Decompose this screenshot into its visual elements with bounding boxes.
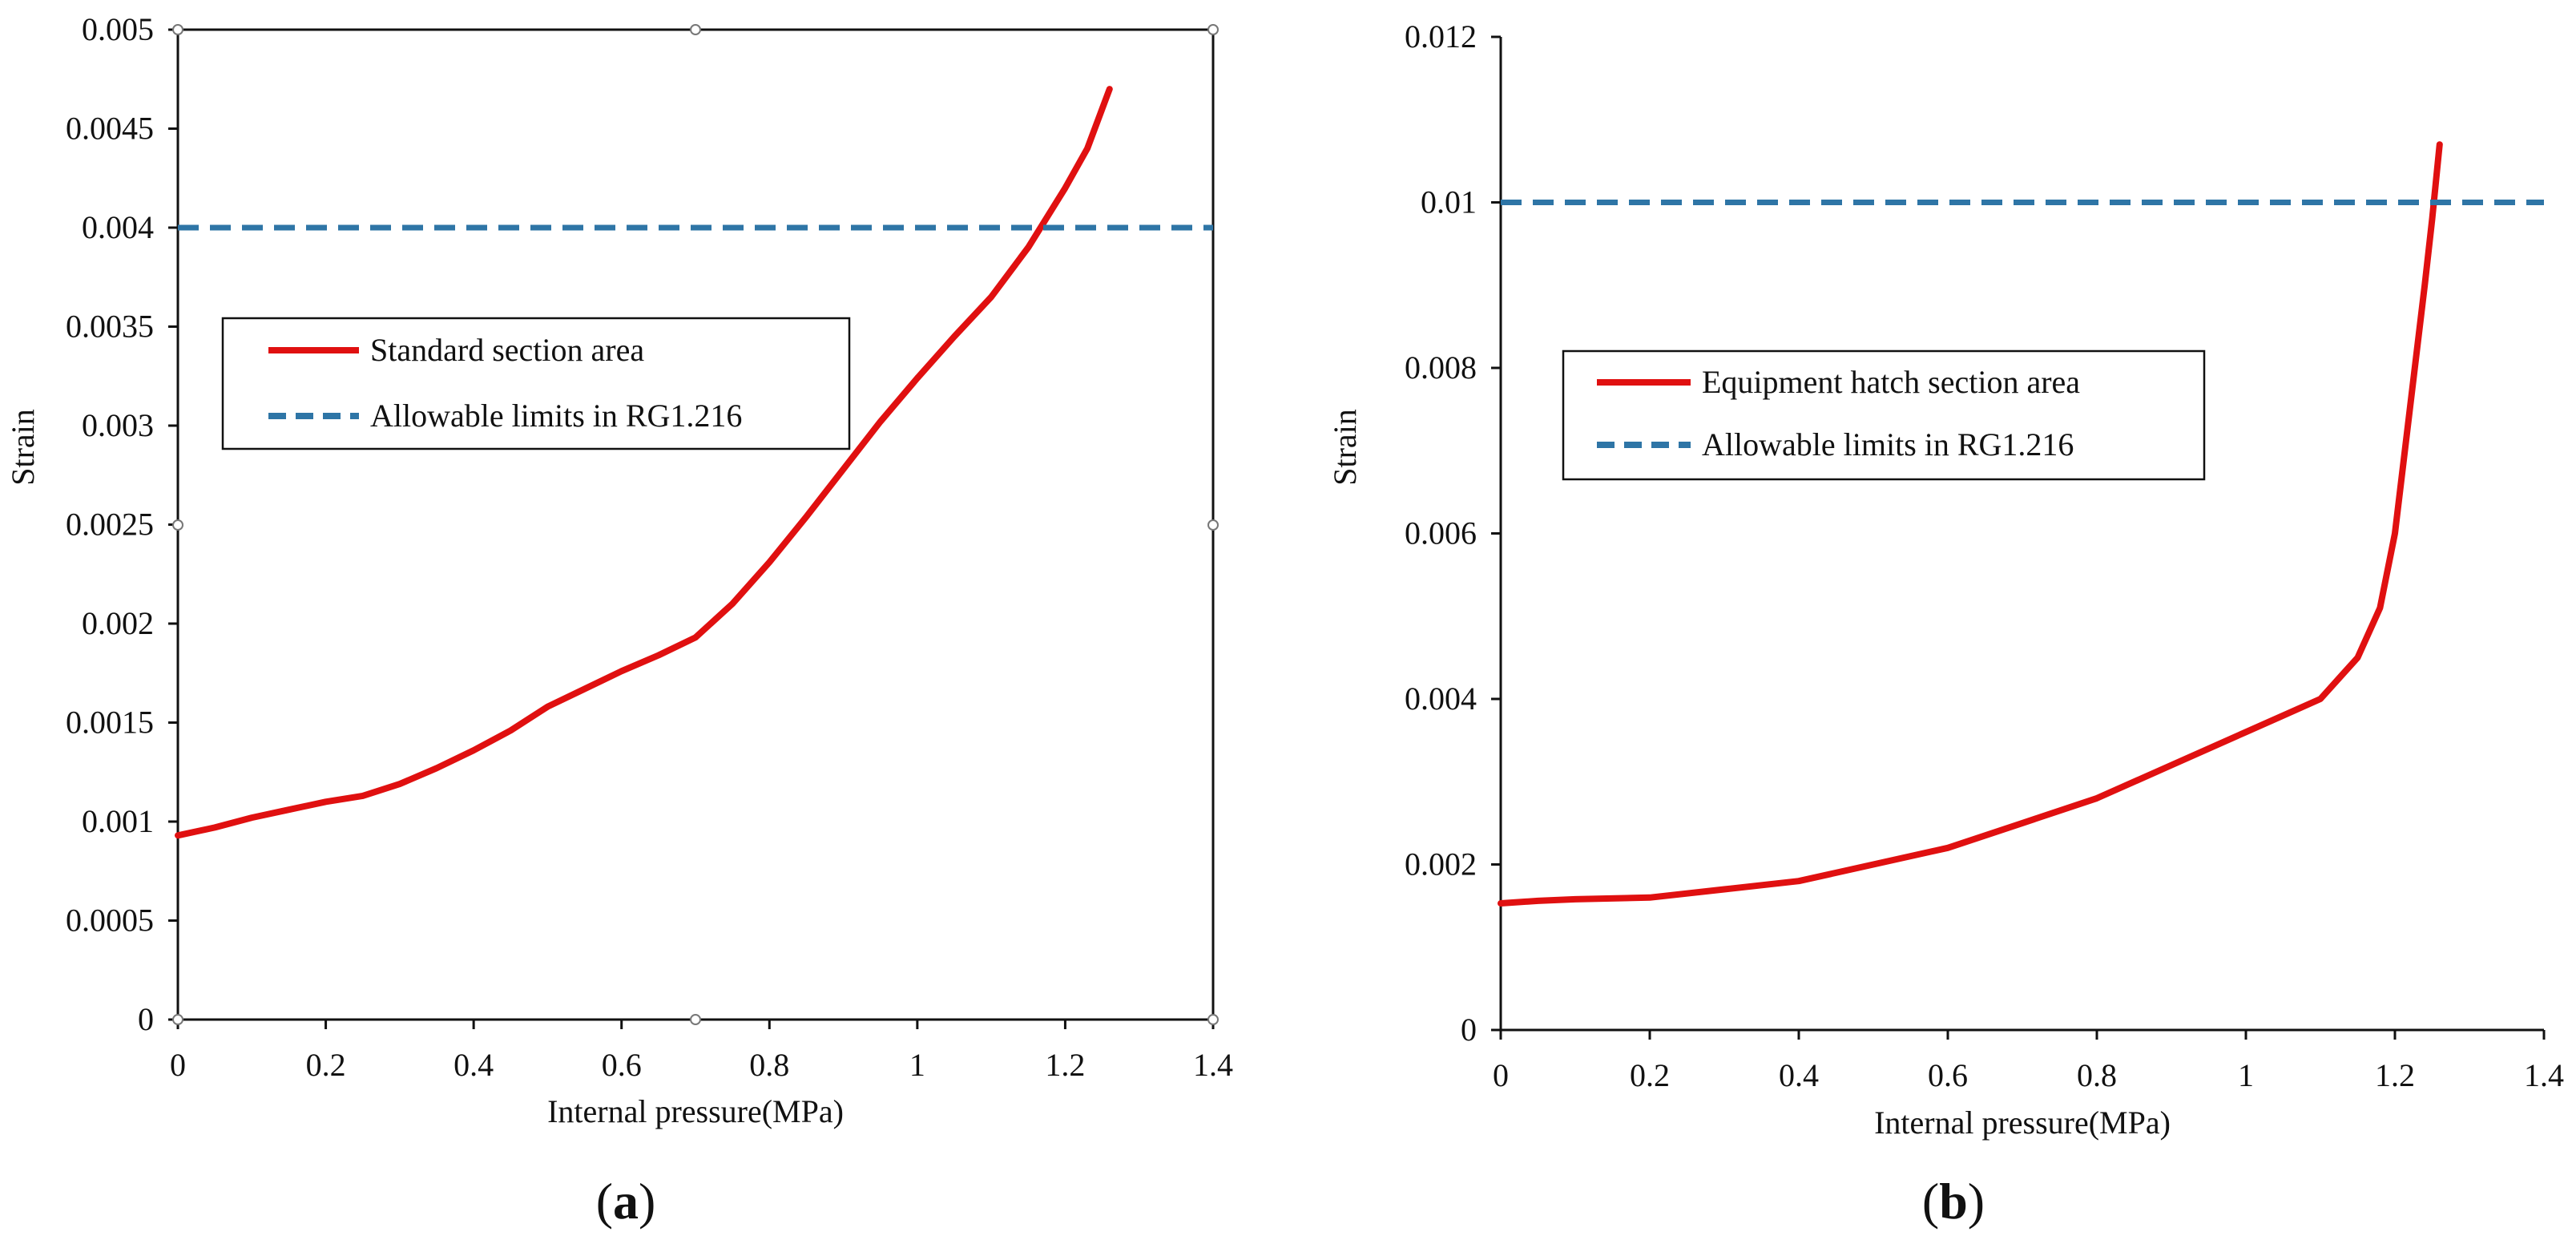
legend-box-b (1562, 349, 2206, 481)
y-tick-label: 0 (138, 1001, 154, 1037)
y-tick-label: 0.0005 (66, 903, 154, 939)
y-tick-label: 0.002 (1405, 846, 1477, 882)
x-tick-label: 0.4 (454, 1047, 494, 1083)
y-tick-label: 0.0035 (66, 309, 154, 345)
x-tick-label: 0.6 (1928, 1057, 1968, 1093)
panel-letter-b: b (1939, 1173, 1968, 1230)
x-ticks-b: 0 0.2 0.4 0.6 0.8 1 1.2 1.4 (1493, 1030, 2564, 1093)
x-tick-label: 1.2 (1045, 1047, 1085, 1083)
chart-panel-b: 0 0.002 0.004 0.006 0.008 0.01 0.012 0 0.2 0.4 0.… (1327, 18, 2564, 1230)
frame-handle (172, 1014, 183, 1025)
legend-label-a-0: Standard section area (370, 332, 644, 368)
frame-handle (1207, 1014, 1219, 1025)
legend-box-a (221, 317, 851, 450)
x-tick-label: 0.4 (1779, 1057, 1819, 1093)
x-tick-label: 0.8 (749, 1047, 789, 1083)
y-tick-label: 0.004 (82, 209, 154, 245)
frame-handle (1207, 24, 1219, 35)
x-tick-label: 1.4 (2524, 1057, 2564, 1093)
x-tick-label: 0.2 (1630, 1057, 1670, 1093)
y-tick-label: 0.012 (1405, 18, 1477, 55)
y-tick-label: 0.01 (1421, 184, 1477, 220)
y-axis-title-b: Strain (1327, 409, 1363, 486)
panel-label-b: (b) (1922, 1173, 1985, 1230)
x-tick-label: 0.8 (2077, 1057, 2117, 1093)
x-axis-title-b: Internal pressure(MPa) (1874, 1105, 2171, 1141)
y-tick-label: 0.006 (1405, 515, 1477, 551)
y-tick-label: 0.005 (82, 11, 154, 47)
frame-handle (690, 24, 701, 35)
x-axis-title-a: Internal pressure(MPa) (547, 1093, 844, 1129)
y-tick-label: 0.0025 (66, 507, 154, 543)
frame-handle (690, 1014, 701, 1025)
strain-curve (175, 86, 1113, 839)
frame-handles-a (172, 24, 1219, 1025)
series-b (1498, 141, 2544, 907)
x-tick-label: 1.4 (1193, 1047, 1233, 1083)
panel-letter-a: a (613, 1173, 639, 1230)
plot-frame-a (176, 28, 1215, 1021)
y-ticks-a: 0 0.0005 0.001 0.0015 0.002 0.0025 0.003 0.0035… (66, 11, 178, 1037)
legend-label-b-1: Allowable limits in RG1.216 (1702, 426, 2074, 462)
x-tick-label: 1.2 (2375, 1057, 2415, 1093)
y-axis-title-a: Strain (5, 409, 41, 486)
x-tick-label: 1 (909, 1047, 925, 1083)
x-tick-label: 0 (170, 1047, 186, 1083)
x-tick-label: 0 (1493, 1057, 1509, 1093)
frame-handle (172, 519, 183, 531)
y-ticks-b: 0 0.002 0.004 0.006 0.008 0.01 0.012 (1405, 18, 1501, 1048)
y-tick-label: 0.0045 (66, 111, 154, 147)
y-tick-label: 0.004 (1405, 681, 1477, 717)
x-tick-label: 0.2 (306, 1047, 346, 1083)
panel-label-a: (a) (596, 1173, 656, 1230)
frame-handle (172, 24, 183, 35)
y-tick-label: 0.001 (82, 803, 154, 839)
series-a (175, 86, 1213, 839)
y-tick-label: 0 (1461, 1012, 1477, 1048)
x-ticks-a: 0 0.2 0.4 0.6 0.8 1 1.2 1.4 (170, 1020, 1233, 1083)
y-tick-label: 0.008 (1405, 349, 1477, 386)
chart-panel-a: 0 0.0005 0.001 0.0015 0.002 0.0025 0.003 0.0035… (5, 11, 1233, 1230)
frame-handle (1207, 519, 1219, 531)
legend-label-a-1: Allowable limits in RG1.216 (370, 398, 742, 434)
y-tick-label: 0.003 (82, 407, 154, 443)
x-tick-label: 1 (2238, 1057, 2254, 1093)
legend-label-b-0: Equipment hatch section area (1702, 364, 2080, 400)
x-tick-label: 0.6 (602, 1047, 642, 1083)
y-tick-label: 0.0015 (66, 705, 154, 741)
y-tick-label: 0.002 (82, 605, 154, 641)
strain-curve (1498, 141, 2443, 907)
